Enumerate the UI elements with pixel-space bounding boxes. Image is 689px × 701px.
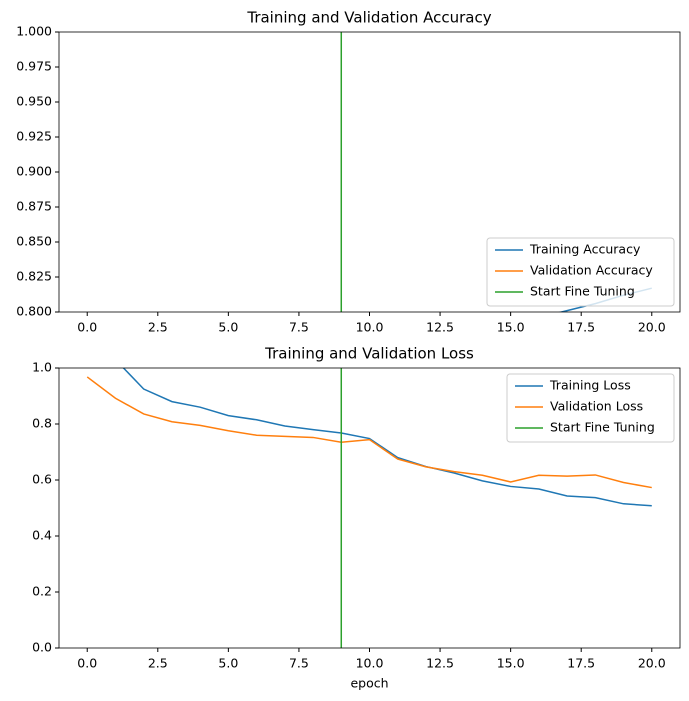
x-tick-label: 0.0 <box>77 320 97 335</box>
x-tick-label: 17.5 <box>567 320 595 335</box>
x-tick-label: 5.0 <box>218 656 238 671</box>
x-tick-label: 20.0 <box>638 320 666 335</box>
x-axis-label: epoch <box>350 676 388 691</box>
y-tick-label: 0.4 <box>32 528 52 543</box>
legend-label: Validation Loss <box>550 399 643 414</box>
legend-label: Training Loss <box>549 378 631 393</box>
x-tick-label: 10.0 <box>356 656 384 671</box>
y-tick-label: 1.000 <box>16 24 52 39</box>
series-line <box>86 376 652 489</box>
x-tick-label: 7.5 <box>289 656 309 671</box>
x-tick-label: 2.5 <box>148 656 168 671</box>
y-tick-label: 0.900 <box>16 164 52 179</box>
chart-title: Training and Validation Accuracy <box>246 9 491 27</box>
x-tick-label: 17.5 <box>567 656 595 671</box>
y-tick-label: 0.975 <box>16 59 52 74</box>
legend-label: Start Fine Tuning <box>550 420 655 435</box>
x-tick-label: 7.5 <box>289 320 309 335</box>
y-tick-label: 0.2 <box>32 584 52 599</box>
x-tick-label: 0.0 <box>77 656 97 671</box>
plot-area <box>340 32 652 312</box>
legend: Training Accuracy Validation Accuracy Star… <box>486 237 675 307</box>
y-tick-label: 0.825 <box>16 269 52 284</box>
x-tick-label: 12.5 <box>426 656 454 671</box>
x-tick-label: 10.0 <box>356 320 384 335</box>
y-tick-label: 0.800 <box>16 304 52 319</box>
x-tick-label: 2.5 <box>148 320 168 335</box>
x-tick-label: 15.0 <box>497 656 525 671</box>
x-tick-label: 20.0 <box>638 656 666 671</box>
y-tick-label: 0.6 <box>32 472 52 487</box>
legend-label: Training Accuracy <box>529 242 641 257</box>
y-tick-label: 0.875 <box>16 199 52 214</box>
legend-label: Start Fine Tuning <box>530 284 635 299</box>
y-tick-label: 0.950 <box>16 94 52 109</box>
x-tick-label: 5.0 <box>218 320 238 335</box>
legend-label: Validation Accuracy <box>530 263 653 278</box>
x-tick-label: 15.0 <box>497 320 525 335</box>
series-line <box>122 368 652 507</box>
plot-area <box>86 368 652 648</box>
y-tick-label: 0.0 <box>32 640 52 655</box>
chart-title: Training and Validation Loss <box>264 345 474 363</box>
y-tick-label: 0.925 <box>16 129 52 144</box>
x-tick-label: 12.5 <box>426 320 454 335</box>
axes-frame <box>58 31 681 313</box>
axes-frame <box>58 367 681 649</box>
legend-box <box>486 237 675 307</box>
legend: Training Loss Validation Loss Start Fine T… <box>506 373 675 443</box>
y-tick-label: 1.0 <box>32 360 52 375</box>
y-tick-label: 0.8 <box>32 416 52 431</box>
legend-box <box>506 373 675 443</box>
y-tick-label: 0.850 <box>16 234 52 249</box>
